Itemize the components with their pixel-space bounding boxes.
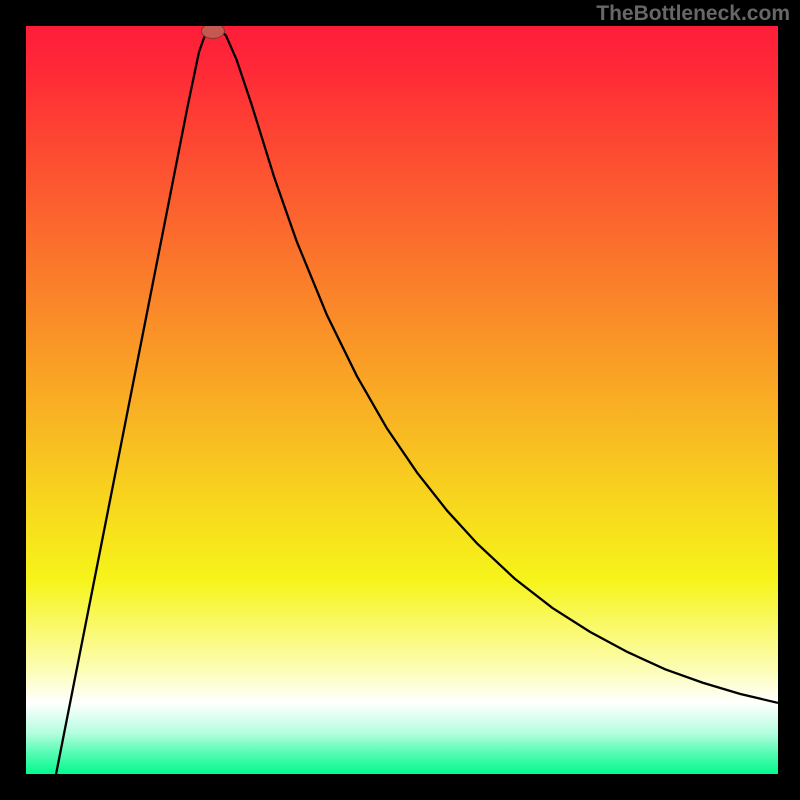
plot-area <box>26 26 778 774</box>
bottleneck-curve <box>26 26 778 774</box>
watermark-text: TheBottleneck.com <box>596 2 790 26</box>
chart-container: TheBottleneck.com <box>0 0 800 800</box>
